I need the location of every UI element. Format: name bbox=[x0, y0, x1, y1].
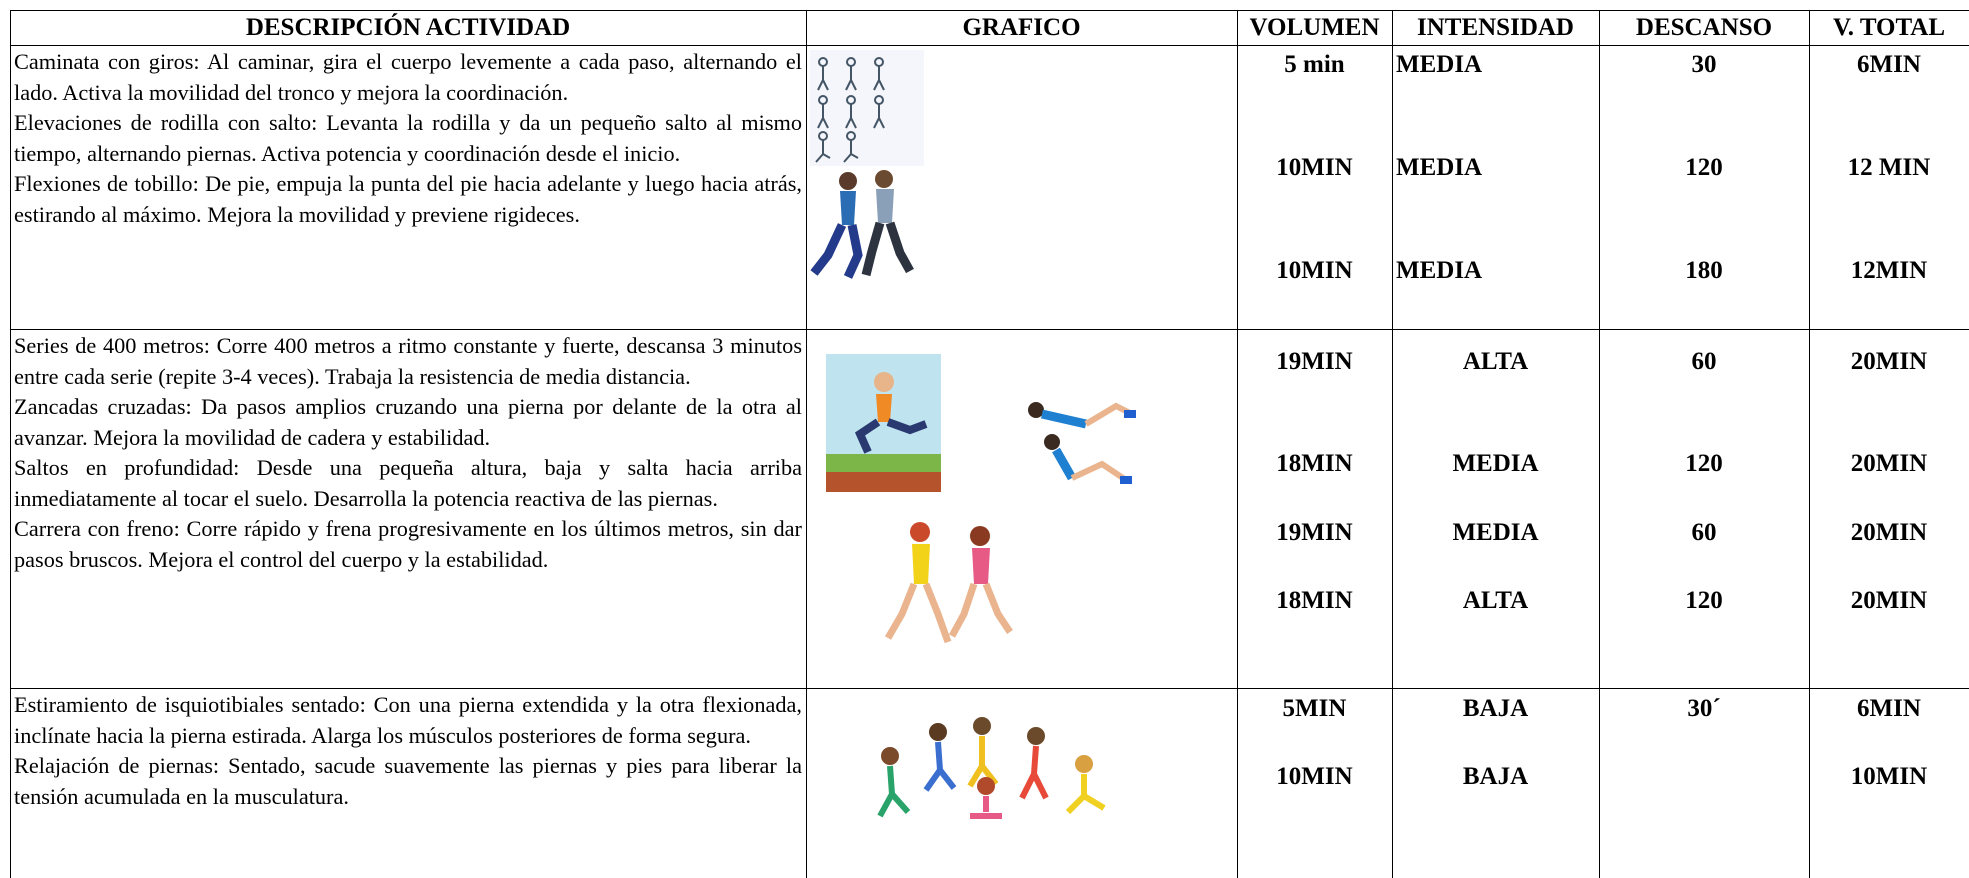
activity-description: Saltos en profundidad: Desde una pequeña… bbox=[14, 455, 802, 511]
column-header: VOLUMEN bbox=[1249, 14, 1380, 41]
rule bbox=[10, 10, 1969, 11]
description: Caminata con giros: Al caminar, gira el … bbox=[14, 47, 802, 230]
activity-description: Caminata con giros: Al caminar, gira el … bbox=[14, 49, 802, 105]
rest: 120 bbox=[1685, 450, 1723, 477]
total: 20MIN bbox=[1850, 519, 1928, 546]
column-header: V. TOTAL bbox=[1832, 14, 1946, 41]
total: 6MIN bbox=[1857, 51, 1921, 78]
volume: 19MIN bbox=[1276, 519, 1353, 546]
volume: 19MIN bbox=[1276, 348, 1353, 375]
runners-image bbox=[810, 170, 914, 279]
rule bbox=[1599, 10, 1600, 878]
jump-image bbox=[826, 354, 941, 492]
rest: 30 bbox=[1691, 51, 1717, 78]
total: 6MIN bbox=[1857, 695, 1921, 722]
intensity: MEDIA bbox=[1396, 257, 1483, 284]
volume: 5MIN bbox=[1282, 695, 1347, 722]
activity-description: Flexiones de tobillo: De pie, empuja la … bbox=[14, 171, 802, 227]
volume: 10MIN bbox=[1276, 257, 1353, 284]
rule bbox=[10, 329, 1969, 330]
intensity: MEDIA bbox=[1396, 51, 1483, 78]
exercise-sheet bbox=[810, 50, 924, 166]
rule bbox=[1809, 10, 1810, 878]
stretching-kids-image bbox=[877, 717, 1106, 819]
rule bbox=[10, 45, 1969, 46]
activity-description: Carrera con freno: Corre rápido y frena … bbox=[14, 516, 802, 572]
column-header: DESCRIPCIÓN ACTIVIDAD bbox=[245, 14, 571, 41]
description: Estiramiento de isquiotibiales sentado: … bbox=[14, 690, 802, 812]
intensity: MEDIA bbox=[1396, 154, 1483, 181]
rule bbox=[1237, 10, 1238, 878]
rest: 180 bbox=[1685, 257, 1723, 284]
volume: 5 min bbox=[1284, 51, 1345, 78]
total: 20MIN bbox=[1850, 587, 1928, 614]
rest: 120 bbox=[1685, 154, 1723, 181]
rule bbox=[10, 688, 1969, 689]
rest: 120 bbox=[1685, 587, 1723, 614]
activity-description: Estiramiento de isquiotibiales sentado: … bbox=[14, 692, 802, 748]
total: 12MIN bbox=[1850, 257, 1928, 284]
total: 20MIN bbox=[1850, 450, 1928, 477]
total: 10MIN bbox=[1850, 763, 1928, 790]
intensity: BAJA bbox=[1462, 763, 1529, 790]
activity-description: Series de 400 metros: Corre 400 metros a… bbox=[14, 333, 802, 389]
intensity: ALTA bbox=[1462, 348, 1529, 375]
volume: 18MIN bbox=[1276, 587, 1353, 614]
intensity: ALTA bbox=[1462, 587, 1529, 614]
race-image bbox=[884, 522, 1013, 644]
total: 20MIN bbox=[1850, 348, 1928, 375]
intensity: BAJA bbox=[1462, 695, 1529, 722]
intensity: MEDIA bbox=[1452, 450, 1539, 477]
rule bbox=[806, 10, 807, 878]
rule bbox=[1392, 10, 1393, 878]
rest: 60 bbox=[1691, 519, 1717, 546]
activity-description: Zancadas cruzadas: Da pasos amplios cruz… bbox=[14, 394, 802, 450]
total: 12 MIN bbox=[1847, 154, 1931, 181]
exercise-image bbox=[1028, 402, 1136, 484]
activity-description: Relajación de piernas: Sentado, sacude s… bbox=[14, 753, 802, 809]
activity-description: Elevaciones de rodilla con salto: Levant… bbox=[14, 110, 802, 166]
column-header: GRAFICO bbox=[962, 14, 1081, 41]
volume: 18MIN bbox=[1276, 450, 1353, 477]
volume: 10MIN bbox=[1276, 763, 1353, 790]
description: Series de 400 metros: Corre 400 metros a… bbox=[14, 331, 802, 575]
column-header: INTENSIDAD bbox=[1417, 14, 1574, 41]
intensity: MEDIA bbox=[1452, 519, 1539, 546]
rule bbox=[10, 10, 11, 878]
column-header: DESCANSO bbox=[1635, 14, 1773, 41]
rest: 30´ bbox=[1687, 695, 1721, 722]
volume: 10MIN bbox=[1276, 154, 1353, 181]
rest: 60 bbox=[1691, 348, 1717, 375]
